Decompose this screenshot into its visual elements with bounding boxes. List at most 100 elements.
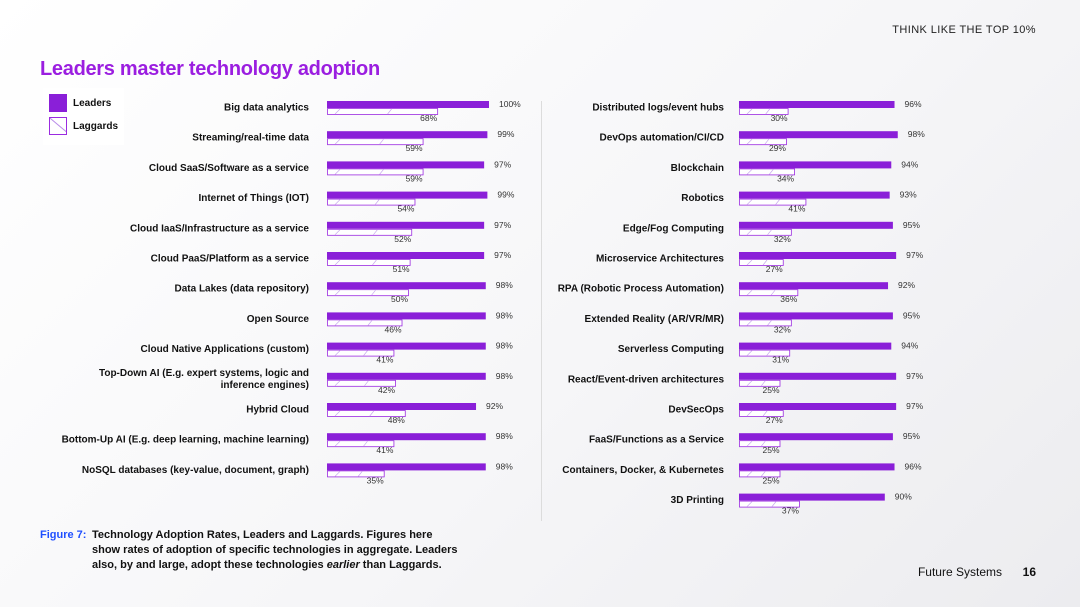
category-label: Blockchain — [671, 163, 724, 174]
laggards-value-label: 59% — [406, 173, 423, 183]
category-label: Open Source — [247, 314, 310, 325]
laggards-value-label: 41% — [788, 204, 805, 214]
laggards-bar-hatch — [746, 289, 753, 296]
laggards-bar-hatch — [373, 229, 378, 236]
laggards-bar — [739, 500, 800, 508]
laggards-bar — [739, 289, 799, 297]
laggards-value-label: 41% — [376, 355, 393, 365]
leaders-value-label: 99% — [497, 129, 514, 139]
caption-emphasis: earlier — [326, 559, 360, 571]
leaders-value-label: 100% — [499, 99, 521, 109]
chart-legend: Leaders Laggards — [43, 88, 124, 145]
laggards-bar — [327, 108, 439, 115]
laggards-value-label: 27% — [766, 415, 783, 425]
page-title: Leaders master technology adoption — [40, 58, 380, 80]
laggards-value-label: 68% — [420, 113, 437, 123]
category-label: Top-Down AI (E.g. expert systems, logic … — [99, 368, 309, 391]
footer-section-label: Future Systems — [917, 565, 1002, 579]
laggards-bar-hatch — [769, 169, 774, 175]
laggards-bar — [327, 228, 413, 236]
laggards-bar-hatch — [746, 410, 753, 417]
laggards-bar-hatch — [746, 440, 753, 447]
category-label: Extended Reality (AR/VR/MR) — [585, 314, 724, 325]
laggards-bar — [739, 259, 784, 266]
leaders-value-label: 97% — [906, 250, 923, 260]
leaders-value-label: 97% — [906, 371, 923, 381]
leaders-value-label: 94% — [901, 159, 918, 169]
laggards-bar — [739, 440, 781, 448]
laggards-bar — [327, 470, 385, 478]
laggards-bar — [739, 410, 784, 417]
laggards-bar-hatch — [767, 320, 772, 326]
leaders-bar — [327, 312, 486, 320]
laggards-bar-hatch — [746, 199, 753, 205]
category-label: FaaS/Functions as a Service — [589, 435, 724, 446]
laggards-value-label: 42% — [378, 385, 395, 395]
laggards-bar-hatch — [369, 410, 375, 417]
laggards-bar-hatch — [767, 229, 772, 236]
category-label: Internet of Things (IOT) — [198, 193, 309, 204]
leaders-bar — [739, 161, 892, 169]
leaders-value-label: 99% — [497, 190, 514, 200]
leaders-value-label: 98% — [496, 280, 513, 290]
laggards-value-label: 52% — [394, 234, 411, 244]
category-label: NoSQL databases (key-value, document, gr… — [82, 465, 309, 476]
laggards-bar-hatch — [372, 259, 377, 266]
laggards-value-label: 25% — [762, 475, 779, 485]
category-label: Containers, Docker, & Kubernetes — [562, 465, 724, 476]
leaders-bar — [739, 252, 897, 259]
category-label: Big data analytics — [224, 103, 309, 114]
leaders-value-label: 98% — [496, 341, 513, 351]
category-label: Streaming/real-time data — [192, 133, 309, 144]
legend-item-laggards: Laggards — [49, 117, 118, 135]
leaders-value-label: 96% — [905, 99, 922, 109]
leaders-bar — [739, 372, 897, 380]
laggards-bar-hatch — [363, 350, 368, 356]
laggards-value-label: 25% — [762, 385, 779, 395]
category-label: Edge/Fog Computing — [623, 223, 724, 234]
laggards-value-label: 31% — [772, 355, 789, 365]
caption-line-2: show rates of adoption of specific techn… — [92, 544, 458, 556]
laggards-bar-hatch — [334, 229, 341, 236]
leaders-value-label: 97% — [494, 250, 511, 260]
header-tagline: THINK LIKE THE TOP 10% — [892, 24, 1036, 36]
laggards-bar — [327, 349, 395, 357]
laggards-bar — [327, 410, 406, 417]
laggards-bar-hatch — [364, 380, 369, 387]
laggards-bar-hatch — [371, 289, 376, 296]
leaders-bar — [739, 282, 889, 290]
laggards-bar-hatch — [770, 289, 776, 296]
laggards-value-label: 30% — [771, 113, 788, 123]
leaders-value-label: 95% — [903, 220, 920, 230]
leaders-bar — [327, 463, 486, 471]
leaders-bar — [739, 191, 890, 199]
laggards-bar-hatch — [746, 380, 753, 387]
laggards-bar-hatch — [334, 289, 341, 296]
laggards-bar-hatch — [334, 259, 341, 266]
laggards-bar-hatch — [762, 410, 768, 417]
laggards-bar-hatch — [765, 108, 771, 115]
category-label: Cloud Native Applications (custom) — [140, 344, 309, 355]
leaders-value-label: 98% — [496, 371, 513, 381]
laggards-bar — [739, 470, 781, 478]
category-label: DevOps automation/CI/CD — [600, 133, 724, 144]
laggards-bar-hatch — [367, 320, 373, 326]
laggards-bar-hatch — [766, 350, 771, 356]
leaders-bar — [327, 282, 486, 290]
laggards-bar — [739, 168, 795, 176]
category-label: Cloud PaaS/Platform as a service — [151, 254, 310, 265]
leaders-value-label: 93% — [900, 190, 917, 200]
column-divider — [541, 101, 542, 521]
laggards-bar-hatch — [334, 108, 341, 115]
laggards-bar-hatch — [334, 380, 341, 387]
laggards-bar-hatch — [746, 350, 753, 356]
category-label: DevSecOps — [668, 405, 724, 416]
laggards-bar — [739, 349, 791, 357]
caption-line-1: Technology Adoption Rates, Leaders and L… — [92, 529, 433, 541]
leaders-value-label: 94% — [901, 341, 918, 351]
category-label: Cloud SaaS/Software as a service — [149, 163, 310, 174]
laggards-bar — [327, 259, 411, 266]
laggards-value-label: 27% — [766, 264, 783, 274]
laggards-bar-hatch — [746, 169, 753, 175]
